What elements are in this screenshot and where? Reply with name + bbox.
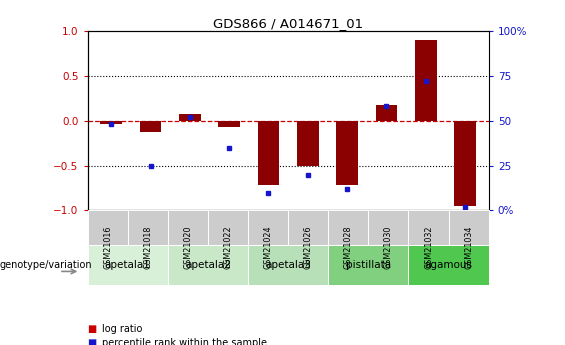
Text: GSM21018: GSM21018 (144, 226, 152, 269)
Text: pistillata: pistillata (346, 260, 391, 270)
Bar (258, 121, 279, 185)
Bar (336, 121, 358, 185)
Bar (415, 40, 437, 121)
Text: apetala2: apetala2 (185, 260, 231, 270)
Bar (218, 121, 240, 127)
Text: GSM21034: GSM21034 (464, 226, 473, 269)
Text: ■: ■ (88, 325, 97, 334)
Bar (454, 121, 476, 206)
Text: agamous: agamous (425, 260, 472, 270)
Text: GSM21032: GSM21032 (424, 226, 433, 269)
Text: GSM21016: GSM21016 (103, 226, 112, 269)
Text: ■: ■ (88, 338, 97, 345)
Text: GSM21030: GSM21030 (384, 226, 393, 269)
Text: GSM21026: GSM21026 (304, 226, 312, 269)
Text: log ratio: log ratio (102, 325, 142, 334)
Title: GDS866 / A014671_01: GDS866 / A014671_01 (213, 17, 363, 30)
Bar (140, 121, 162, 132)
Text: GSM21028: GSM21028 (344, 226, 353, 269)
Bar (101, 121, 122, 124)
Text: percentile rank within the sample: percentile rank within the sample (102, 338, 267, 345)
Text: apetala1: apetala1 (105, 260, 151, 270)
Text: GSM21022: GSM21022 (224, 226, 232, 269)
Bar (376, 105, 397, 121)
Text: GSM21020: GSM21020 (184, 226, 192, 269)
Bar (297, 121, 319, 166)
Text: apetala3: apetala3 (265, 260, 311, 270)
Text: GSM21024: GSM21024 (264, 226, 272, 269)
Bar (179, 115, 201, 121)
Text: genotype/variation: genotype/variation (0, 260, 93, 270)
